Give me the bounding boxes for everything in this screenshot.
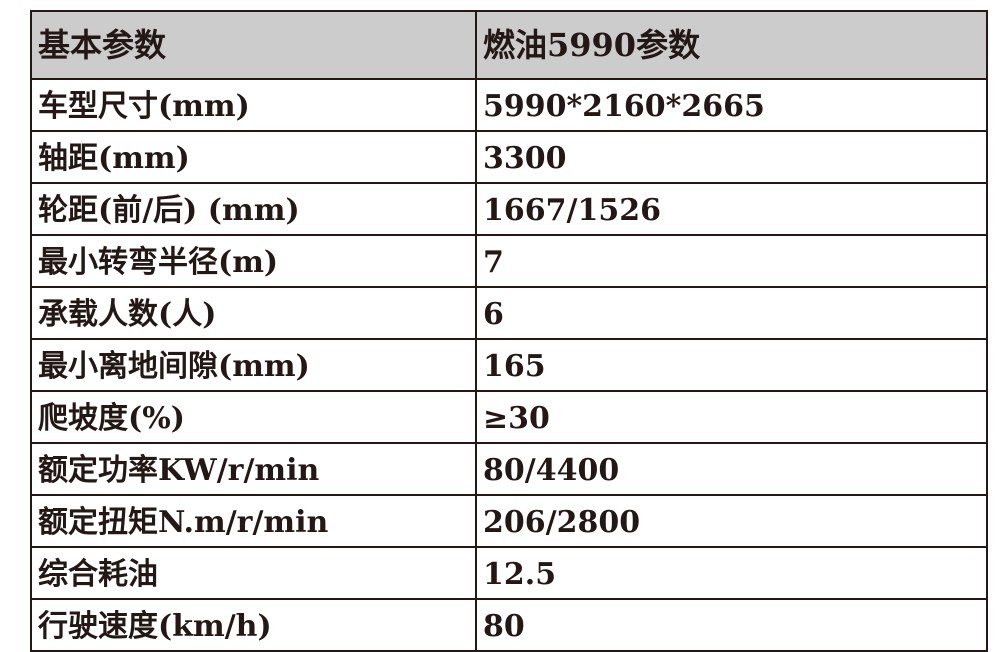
row-label: 最小离地间隙(mm): [30, 338, 477, 392]
row-value: 5990*2160*2665: [475, 78, 988, 132]
row-label: 承载人数(人): [30, 286, 477, 340]
table-row: 最小转弯半径(m) 7: [30, 234, 988, 288]
row-label: 轮距(前/后) (mm): [30, 182, 477, 236]
row-label: 车型尺寸(mm): [30, 78, 477, 132]
row-value: 7: [475, 234, 988, 288]
row-value: 3300: [475, 130, 988, 184]
row-label: 爬坡度(%): [30, 390, 477, 444]
row-value: 80: [475, 598, 988, 652]
row-value: 165: [475, 338, 988, 392]
row-label: 综合耗油: [30, 546, 477, 600]
row-value: 206/2800: [475, 494, 988, 548]
row-label: 行驶速度(km/h): [30, 598, 477, 652]
header-param: 基本参数: [30, 10, 477, 80]
table-row: 额定功率KW/r/min 80/4400: [30, 442, 988, 496]
table-row: 车型尺寸(mm) 5990*2160*2665: [30, 78, 988, 132]
table-row: 承载人数(人) 6: [30, 286, 988, 340]
table-row: 综合耗油 12.5: [30, 546, 988, 600]
row-value: 6: [475, 286, 988, 340]
table-row: 额定扭矩N.m/r/min 206/2800: [30, 494, 988, 548]
row-label: 额定扭矩N.m/r/min: [30, 494, 477, 548]
row-label: 额定功率KW/r/min: [30, 442, 477, 496]
row-label: 轴距(mm): [30, 130, 477, 184]
table-row: 行驶速度(km/h) 80: [30, 598, 988, 652]
row-label: 最小转弯半径(m): [30, 234, 477, 288]
row-value: 1667/1526: [475, 182, 988, 236]
row-value: ≥30: [475, 390, 988, 444]
row-value: 80/4400: [475, 442, 988, 496]
row-value: 12.5: [475, 546, 988, 600]
table-header: 基本参数 燃油5990参数: [30, 10, 988, 80]
spec-table: 基本参数 燃油5990参数 车型尺寸(mm) 5990*2160*2665 轴距(m…: [30, 10, 988, 652]
table-row: 最小离地间隙(mm) 165: [30, 338, 988, 392]
table-row: 轴距(mm) 3300: [30, 130, 988, 184]
header-value: 燃油5990参数: [475, 10, 988, 80]
table-row: 轮距(前/后) (mm) 1667/1526: [30, 182, 988, 236]
table-row: 爬坡度(%) ≥30: [30, 390, 988, 444]
